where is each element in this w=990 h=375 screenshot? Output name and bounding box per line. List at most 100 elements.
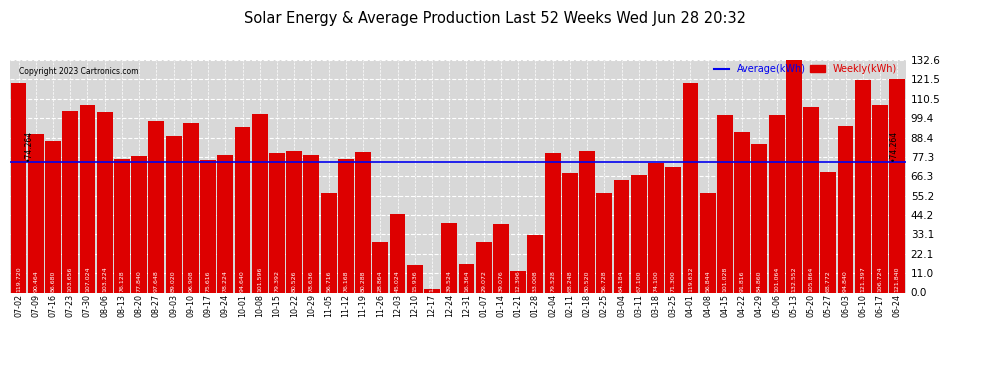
- Text: 80.526: 80.526: [292, 270, 297, 292]
- Text: 78.224: 78.224: [223, 270, 228, 292]
- Bar: [838, 126, 853, 292]
- Text: 16.364: 16.364: [464, 270, 469, 292]
- Legend: Average(kWh), Weekly(kWh): Average(kWh), Weekly(kWh): [711, 60, 901, 78]
- Text: 78.636: 78.636: [309, 270, 314, 292]
- Bar: [372, 242, 388, 292]
- Text: 94.640: 94.640: [240, 270, 245, 292]
- Bar: [218, 155, 234, 292]
- Text: 94.840: 94.840: [843, 270, 848, 292]
- Bar: [528, 235, 544, 292]
- Text: 79.528: 79.528: [550, 270, 555, 292]
- Text: 56.844: 56.844: [705, 270, 710, 292]
- Bar: [28, 134, 44, 292]
- Text: 96.908: 96.908: [188, 270, 193, 292]
- Text: 56.728: 56.728: [602, 270, 607, 292]
- Bar: [46, 141, 61, 292]
- Text: 75.616: 75.616: [206, 270, 211, 292]
- Bar: [510, 271, 526, 292]
- Text: 56.716: 56.716: [326, 270, 331, 292]
- Text: 80.520: 80.520: [585, 270, 590, 292]
- Bar: [648, 163, 664, 292]
- Text: 89.020: 89.020: [171, 270, 176, 292]
- Bar: [751, 144, 767, 292]
- Bar: [544, 153, 560, 292]
- Text: •74.264: •74.264: [24, 130, 33, 161]
- Text: 64.184: 64.184: [619, 270, 624, 292]
- Text: 68.772: 68.772: [826, 270, 831, 292]
- Text: 86.680: 86.680: [50, 270, 55, 292]
- Text: 121.397: 121.397: [860, 266, 865, 292]
- Text: 119.720: 119.720: [16, 266, 21, 292]
- Bar: [269, 153, 285, 292]
- Text: 101.064: 101.064: [774, 266, 779, 292]
- Text: 71.300: 71.300: [671, 270, 676, 292]
- Bar: [62, 111, 78, 292]
- Bar: [442, 223, 457, 292]
- Text: 80.288: 80.288: [360, 270, 365, 292]
- Text: 91.816: 91.816: [740, 270, 744, 292]
- Bar: [476, 242, 492, 292]
- Text: 76.168: 76.168: [344, 270, 348, 292]
- Text: 67.100: 67.100: [637, 270, 642, 292]
- Bar: [493, 224, 509, 292]
- Bar: [872, 105, 888, 292]
- Bar: [665, 168, 681, 292]
- Bar: [854, 80, 870, 292]
- Text: 103.656: 103.656: [67, 266, 72, 292]
- Bar: [132, 156, 148, 292]
- Bar: [596, 193, 612, 292]
- Bar: [251, 114, 267, 292]
- Bar: [717, 116, 733, 292]
- Text: 33.008: 33.008: [533, 270, 538, 292]
- Bar: [148, 121, 164, 292]
- Bar: [390, 213, 406, 292]
- Text: 101.028: 101.028: [723, 266, 728, 292]
- Bar: [286, 151, 302, 292]
- Text: 15.936: 15.936: [412, 270, 418, 292]
- Text: 45.024: 45.024: [395, 270, 400, 292]
- Bar: [458, 264, 474, 292]
- Bar: [165, 136, 181, 292]
- Text: 79.392: 79.392: [274, 270, 279, 292]
- Bar: [889, 79, 905, 292]
- Bar: [631, 175, 646, 292]
- Text: 132.552: 132.552: [791, 266, 796, 292]
- Bar: [682, 83, 698, 292]
- Bar: [562, 173, 578, 292]
- Text: 39.076: 39.076: [498, 270, 504, 292]
- Bar: [79, 105, 95, 292]
- Bar: [768, 115, 784, 292]
- Bar: [424, 289, 440, 292]
- Text: 103.224: 103.224: [102, 266, 107, 292]
- Bar: [304, 154, 320, 292]
- Text: •74.264: •74.264: [889, 130, 898, 161]
- Text: 76.128: 76.128: [120, 270, 125, 292]
- Text: 101.596: 101.596: [257, 266, 262, 292]
- Bar: [700, 193, 716, 292]
- Bar: [579, 152, 595, 292]
- Bar: [183, 123, 199, 292]
- Bar: [803, 107, 819, 292]
- Text: 29.072: 29.072: [481, 270, 486, 292]
- Bar: [614, 180, 630, 292]
- Text: 107.024: 107.024: [85, 266, 90, 292]
- Text: 12.396: 12.396: [516, 270, 521, 292]
- Bar: [200, 160, 216, 292]
- Text: Solar Energy & Average Production Last 52 Weeks Wed Jun 28 20:32: Solar Energy & Average Production Last 5…: [244, 11, 746, 26]
- Text: 90.464: 90.464: [34, 270, 39, 292]
- Bar: [338, 159, 353, 292]
- Text: 84.860: 84.860: [757, 270, 762, 292]
- Bar: [786, 60, 802, 292]
- Bar: [821, 172, 837, 292]
- Text: 68.248: 68.248: [567, 270, 572, 292]
- Text: 105.864: 105.864: [809, 266, 814, 292]
- Bar: [97, 111, 113, 292]
- Text: 77.840: 77.840: [137, 270, 142, 292]
- Bar: [735, 132, 750, 292]
- Text: 119.632: 119.632: [688, 266, 693, 292]
- Text: 121.840: 121.840: [895, 266, 900, 292]
- Text: 106.724: 106.724: [877, 266, 882, 292]
- Text: 28.864: 28.864: [378, 270, 383, 292]
- Text: Copyright 2023 Cartronics.com: Copyright 2023 Cartronics.com: [19, 67, 139, 76]
- Bar: [11, 82, 27, 292]
